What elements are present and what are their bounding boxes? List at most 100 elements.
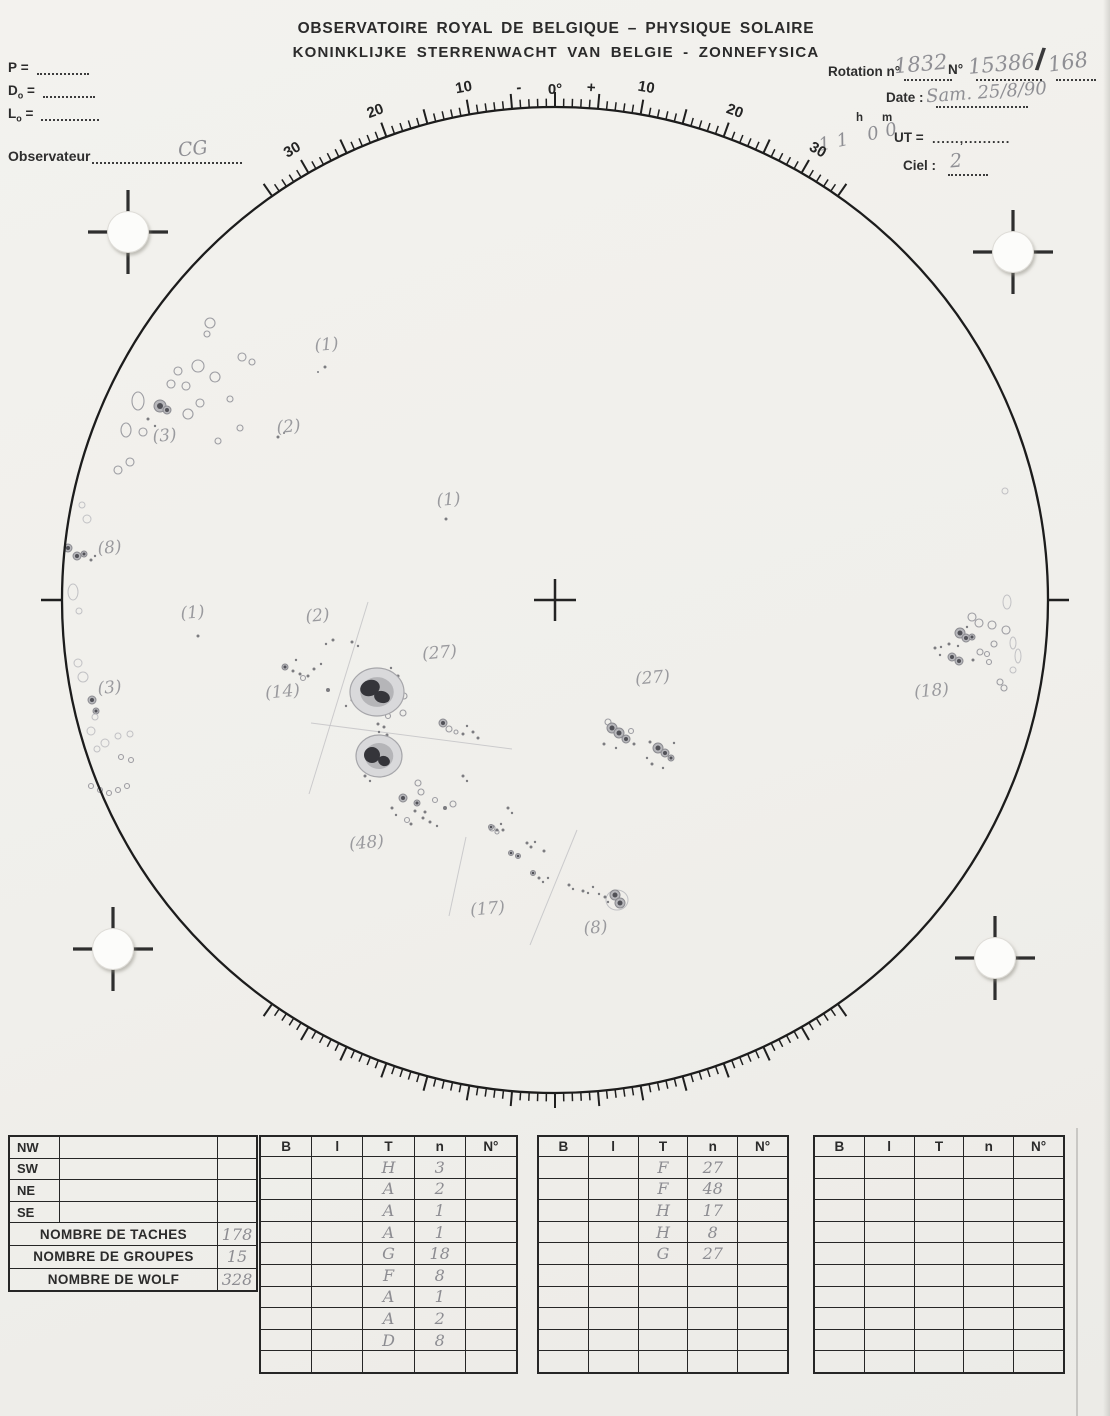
group-cell xyxy=(259,1156,313,1179)
group-cell xyxy=(259,1285,313,1309)
group-cell xyxy=(737,1307,789,1330)
group-cell xyxy=(963,1307,1015,1330)
group-cell xyxy=(913,1220,965,1244)
group-cell xyxy=(737,1220,789,1244)
group-cell xyxy=(687,1263,739,1287)
stat-label: NOMBRE DE GROUPES xyxy=(8,1244,218,1269)
group-cell xyxy=(311,1199,364,1222)
group-row xyxy=(537,1263,789,1287)
group-cell xyxy=(1013,1156,1065,1179)
group-cell xyxy=(637,1307,689,1330)
field-p: P = xyxy=(8,60,99,83)
stat-row: NOMBRE DE GROUPES 15 xyxy=(8,1244,258,1269)
group-row xyxy=(813,1156,1065,1179)
rotation-blank xyxy=(904,68,952,81)
group-cell xyxy=(464,1350,518,1374)
group-cell xyxy=(464,1199,518,1222)
group-row: F 27 xyxy=(537,1156,789,1179)
group-cell xyxy=(737,1263,789,1287)
sunspot-marks xyxy=(63,317,1022,911)
stat-value: 15 xyxy=(217,1244,258,1269)
column-header: T xyxy=(913,1135,965,1157)
group-cell xyxy=(813,1350,865,1374)
group-cell: A xyxy=(362,1220,415,1244)
quadrant-row: SW xyxy=(8,1157,258,1181)
group-cell xyxy=(637,1328,689,1352)
group-cell xyxy=(464,1220,518,1244)
group-cell xyxy=(863,1285,915,1309)
group-cell xyxy=(737,1328,789,1352)
degree-label: - xyxy=(516,79,522,96)
group-label: (3) xyxy=(152,425,178,447)
group-cell xyxy=(464,1177,518,1201)
group-cell xyxy=(737,1350,789,1374)
group-cell xyxy=(587,1177,639,1201)
group-cell xyxy=(464,1242,518,1265)
stat-row: NOMBRE DE TACHES 178 xyxy=(8,1222,258,1246)
group-cell xyxy=(913,1285,965,1309)
group-cell: 27 xyxy=(687,1156,739,1179)
quadrant-row: SE xyxy=(8,1200,258,1224)
group-cell xyxy=(1013,1328,1065,1352)
group-cell xyxy=(963,1156,1015,1179)
group-row xyxy=(813,1242,1065,1265)
group-cell xyxy=(587,1199,639,1222)
quadrant-label: NW xyxy=(8,1135,60,1159)
group-cell xyxy=(587,1220,639,1244)
major-sunspot xyxy=(355,734,403,778)
group-cell xyxy=(311,1220,364,1244)
group-cell xyxy=(963,1328,1015,1352)
group-cell xyxy=(963,1220,1015,1244)
group-cell: A xyxy=(362,1307,415,1330)
group-row xyxy=(813,1307,1065,1330)
group-cell: H xyxy=(637,1220,689,1244)
column-header: n xyxy=(413,1135,466,1157)
group-cell xyxy=(813,1199,865,1222)
degree-label: + xyxy=(586,79,596,97)
registration-mark xyxy=(973,210,1053,294)
group-cell: 8 xyxy=(413,1263,466,1287)
group-cell xyxy=(913,1263,965,1287)
group-cell xyxy=(737,1177,789,1201)
column-header: B xyxy=(813,1135,865,1157)
group-cell xyxy=(813,1285,865,1309)
group-row xyxy=(537,1350,789,1374)
degree-label: 10 xyxy=(637,78,656,98)
group-row xyxy=(813,1220,1065,1244)
group-cell xyxy=(963,1177,1015,1201)
title-line-2: KONINKLIJKE STERRENWACHT VAN BELGIE - ZO… xyxy=(292,44,820,61)
group-cell: 3 xyxy=(413,1156,466,1179)
group-cell xyxy=(537,1328,589,1352)
group-cell xyxy=(637,1285,689,1309)
group-cell xyxy=(863,1199,915,1222)
column-header: N° xyxy=(1013,1135,1065,1157)
disk-centre-cross xyxy=(534,579,576,621)
group-cell xyxy=(863,1156,915,1179)
degree-label: 20 xyxy=(365,100,386,122)
group-cell xyxy=(311,1285,364,1309)
group-label: (2) xyxy=(305,605,331,627)
minute-unit-label: m xyxy=(882,112,893,124)
group-cell: F xyxy=(637,1156,689,1179)
group-cell xyxy=(1013,1199,1065,1222)
group-cell xyxy=(537,1263,589,1287)
ephemeris-fields: P = Do = Lo = xyxy=(8,60,100,129)
group-cell xyxy=(311,1156,364,1179)
group-cell xyxy=(537,1199,589,1222)
group-label: (8) xyxy=(583,917,609,939)
group-cell xyxy=(813,1242,865,1265)
group-cell xyxy=(687,1350,739,1374)
group-cell xyxy=(1013,1242,1065,1265)
group-row: G 27 xyxy=(537,1242,789,1265)
group-cell xyxy=(464,1307,518,1330)
group-cell: A xyxy=(362,1199,415,1222)
group-cell xyxy=(687,1285,739,1309)
group-cell xyxy=(587,1350,639,1374)
major-sunspot xyxy=(349,667,405,717)
group-cell xyxy=(537,1307,589,1330)
group-cell xyxy=(464,1285,518,1309)
